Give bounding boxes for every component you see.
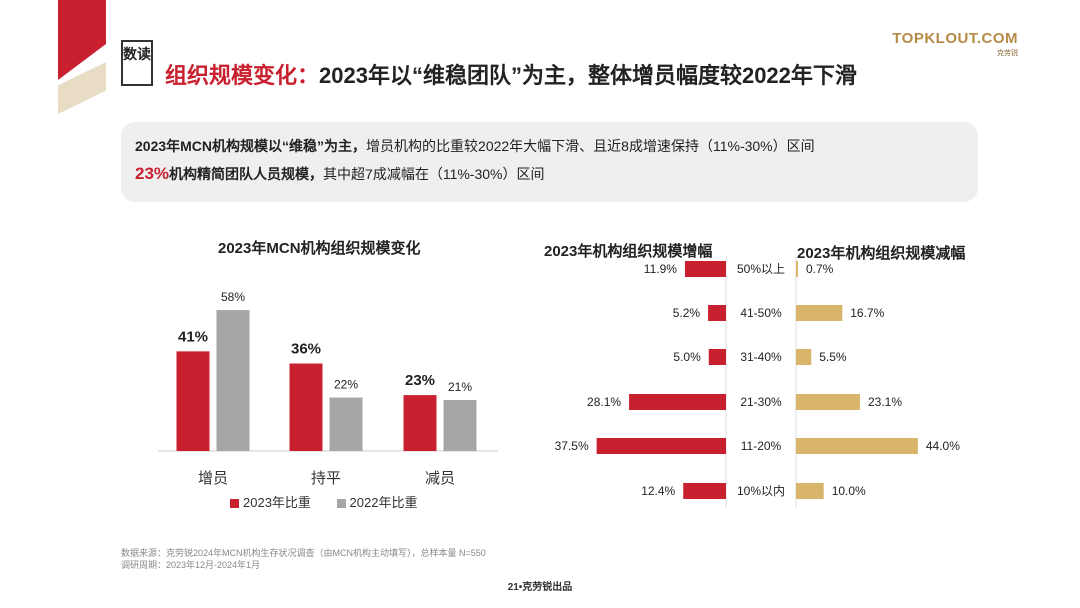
bar-label-2022-3: 21% [448, 380, 472, 394]
increase-value-5: 37.5% [555, 439, 589, 453]
summary-box: 2023年MCN机构规模以“维稳”为主，增员机构的比重较2022年大幅下滑、且近… [121, 122, 978, 202]
category-label-2: 持平 [311, 470, 341, 487]
survey-period-line: 调研周期：2023年12月-2024年1月 [121, 560, 261, 570]
bar-label-2022-2: 22% [334, 378, 358, 392]
range-label-2: 41-50% [740, 306, 782, 320]
category-label-3: 减员 [425, 470, 455, 487]
increase-value-6: 12.4% [641, 484, 675, 498]
bar-2023-2 [289, 363, 323, 451]
brand-logo: TOPKLOUT.COM 克劳锐 [892, 30, 1018, 58]
legend-label-2022: 2022年比重 [349, 495, 418, 510]
range-label-4: 21-30% [740, 395, 782, 409]
bar-label-2023-2: 36% [291, 341, 321, 358]
chart-title-decrease: 2023年机构组织规模减幅 [797, 245, 966, 262]
summary-highlight-percent: 23% [135, 164, 170, 183]
decrease-bar-1 [796, 261, 798, 277]
range-label-3: 31-40% [740, 350, 782, 364]
decrease-value-5: 44.0% [926, 439, 960, 453]
decrease-value-3: 5.5% [819, 350, 847, 364]
range-label-6: 10%以内 [737, 484, 785, 498]
legend-swatch-2022 [336, 499, 346, 509]
decrease-bar-6 [796, 483, 824, 499]
legend-swatch-2023 [230, 499, 239, 509]
range-label-5: 11-20% [741, 439, 782, 453]
section-badge: 数读 [121, 40, 153, 86]
increase-bar-3 [708, 349, 726, 365]
decrease-bar-4 [796, 394, 860, 410]
increase-value-4: 28.1% [587, 395, 621, 409]
chart-title-increase: 2023年机构组织规模增幅 [544, 243, 713, 260]
chart-title-scale-change: 2023年MCN机构组织规模变化 [218, 240, 421, 257]
decrease-value-6: 10.0% [832, 484, 866, 498]
summary-line-2: 23%机构精简团队人员规模，其中超7成减幅在（11%-30%）区间 [135, 164, 544, 184]
summary-line-1-rest: 增员机构的比重较2022年大幅下滑、且近8成增速保持（11%-30%）区间 [366, 138, 815, 154]
increase-bar-1 [684, 261, 726, 277]
decrease-value-2: 16.7% [850, 306, 884, 320]
increase-value-3: 5.0% [673, 350, 701, 364]
page-title-highlight: 组织规模变化： [165, 63, 320, 88]
legend-label-2023: 2023年比重 [243, 495, 311, 510]
data-source-line: 数据来源：克劳锐2024年MCN机构生存状况调查（由MCN机构主动填写），总样本… [121, 548, 486, 558]
summary-line-2-bold: 机构精简团队人员规模， [169, 166, 324, 182]
bar-label-2022-1: 58% [221, 290, 245, 304]
decrease-value-4: 23.1% [868, 395, 902, 409]
page-title: 组织规模变化：2023年以“维稳团队”为主，整体增员幅度较2022年下滑 [165, 58, 857, 90]
summary-line-1-bold: 2023年MCN机构规模以“维稳”为主， [135, 138, 367, 154]
decrease-bar-2 [796, 305, 843, 321]
chart-legend: 2023年比重 2022年比重 [230, 492, 417, 511]
decrease-bar-5 [796, 438, 918, 454]
bar-2023-3 [403, 395, 437, 451]
increase-value-2: 5.2% [673, 306, 701, 320]
bar-2022-2 [329, 397, 363, 451]
increase-bar-2 [708, 305, 726, 321]
increase-value-1: 11.9% [644, 262, 677, 276]
category-label-1: 增员 [198, 470, 228, 487]
data-source-note: 数据来源：克劳锐2024年MCN机构生存状况调查（由MCN机构主动填写），总样本… [121, 547, 486, 571]
bar-2022-1 [216, 310, 250, 451]
range-label-1: 50%以上 [737, 262, 785, 276]
bar-2022-3 [443, 399, 477, 451]
bar-label-2023-3: 23% [405, 372, 435, 389]
decrease-value-1: 0.7% [806, 262, 834, 276]
summary-line-2-rest: 其中超7成减幅在（11%-30%）区间 [323, 166, 545, 182]
page-title-main: 2023年以“维稳团队”为主，整体增员幅度较2022年下滑 [319, 63, 857, 88]
increase-bar-6 [683, 483, 726, 499]
bar-label-2023-1: 41% [178, 328, 208, 345]
summary-line-1: 2023年MCN机构规模以“维稳”为主，增员机构的比重较2022年大幅下滑、且近… [135, 136, 815, 156]
brand-logo-text: TOPKLOUT.COM [892, 30, 1018, 47]
brand-logo-sub: 克劳锐 [997, 50, 1018, 57]
page-footer: 21•克劳锐出品 [507, 582, 573, 593]
increase-bar-4 [629, 394, 726, 410]
bar-2023-1 [176, 351, 210, 451]
increase-bar-5 [596, 438, 726, 454]
decrease-bar-3 [796, 349, 812, 365]
